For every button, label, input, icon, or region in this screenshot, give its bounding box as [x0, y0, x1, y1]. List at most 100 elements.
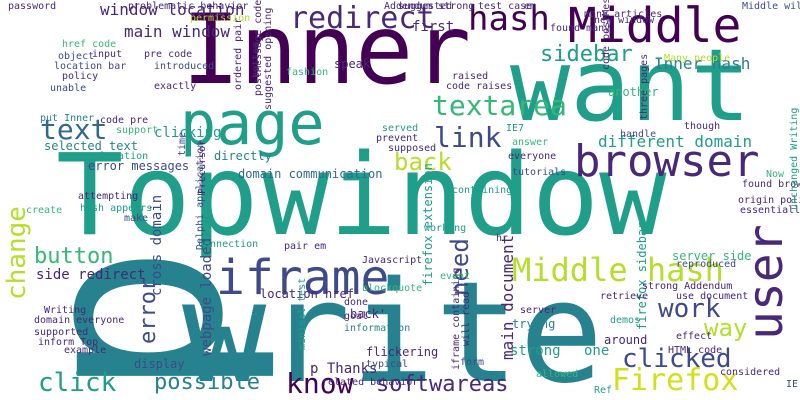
word: form [460, 357, 485, 368]
word: domain everyone [34, 315, 125, 326]
word: Middle hash [512, 251, 724, 289]
word: put Inner [40, 113, 95, 124]
word: three pages [639, 53, 650, 120]
word: inform Top [38, 337, 99, 348]
word: served [382, 123, 419, 134]
word: pair em [284, 241, 327, 252]
word: reproduced [676, 259, 737, 270]
word: unchanged Writing [789, 107, 800, 210]
word: strong Addendum [642, 281, 733, 292]
word: em [524, 1, 537, 12]
word: click [38, 368, 117, 398]
word: sidebar [540, 42, 633, 67]
word: supported [34, 327, 89, 338]
word: server side [672, 249, 752, 263]
word: Many people [664, 53, 731, 64]
word: back' [350, 307, 387, 321]
word: time [177, 131, 188, 156]
word: main document [498, 234, 517, 360]
word: Top [56, 131, 259, 261]
word: HTML code [668, 345, 723, 356]
word: Addendum strong [384, 1, 475, 12]
word: done [344, 297, 369, 308]
word: create [26, 205, 63, 216]
word: Middle [568, 0, 742, 54]
word: Middle will [742, 1, 800, 12]
word: Writing [44, 305, 87, 316]
word: unable [50, 83, 87, 94]
word: domain communication [238, 167, 383, 181]
word: allowed [536, 369, 579, 380]
word: fashion [286, 67, 329, 78]
word: though [684, 121, 721, 132]
word: handle [620, 129, 657, 140]
word: new window [594, 15, 655, 26]
word: clicking [154, 125, 222, 141]
word: containing [452, 185, 513, 196]
word: support [116, 125, 159, 136]
word: test case [478, 1, 533, 12]
word: server [520, 305, 557, 316]
word: browser [574, 136, 760, 187]
word: found browser [742, 179, 800, 190]
word: Ref [594, 385, 613, 396]
word: code postMessage [601, 0, 612, 70]
word: make [124, 213, 149, 224]
word: code raises [446, 81, 513, 92]
word: Inner [182, 0, 471, 106]
word: webpage loaded [199, 237, 215, 356]
word: everyone [508, 151, 557, 162]
word: softwareas [376, 372, 509, 397]
word: suggested opening [263, 7, 274, 110]
word: p Thanks [310, 361, 378, 377]
word: found many [550, 23, 611, 34]
word: hr [496, 233, 509, 244]
word: redirect [290, 1, 435, 36]
word: one [584, 343, 610, 359]
word: window location [100, 0, 245, 19]
word: href code [62, 39, 117, 50]
word: related behavior [322, 377, 419, 388]
word: first [412, 19, 455, 35]
word: display [134, 357, 185, 371]
word: typical [366, 359, 409, 370]
word: directly [214, 149, 272, 163]
word: Firefox [612, 363, 739, 398]
word: event [440, 271, 471, 282]
word: attempting [78, 191, 139, 202]
word: window [262, 131, 667, 261]
word: user [738, 224, 794, 340]
word: strong [510, 343, 561, 359]
word: effect [676, 331, 713, 342]
word: trying [512, 317, 556, 331]
word: iframe [216, 250, 390, 306]
word: example [64, 345, 107, 356]
word: minimal test [297, 277, 308, 350]
word: hash [468, 0, 550, 39]
word: firefox sidebar [635, 221, 649, 330]
word: code pre [100, 115, 149, 126]
word: use document [676, 291, 749, 302]
word: textarea [432, 89, 567, 122]
word: answer [512, 137, 549, 148]
word: work [658, 294, 721, 324]
word: origin policy [738, 195, 800, 206]
word: pre code [144, 49, 193, 60]
word: location bar [54, 61, 127, 72]
word: possible [154, 370, 260, 395]
word: prevent [376, 133, 419, 144]
word: blockquote [362, 283, 423, 294]
word: problematic behavior [128, 1, 249, 12]
word: input [92, 49, 123, 60]
word: Inner hash [654, 54, 751, 73]
word: want [510, 27, 751, 144]
word: object [58, 51, 95, 62]
word: permission [190, 13, 251, 24]
word: exactly [154, 81, 197, 92]
word: button [34, 244, 114, 269]
word: flickering [366, 345, 439, 359]
word: location href [260, 287, 354, 301]
word: speak [334, 57, 371, 71]
word: goal [344, 311, 369, 322]
word: around [604, 333, 648, 347]
